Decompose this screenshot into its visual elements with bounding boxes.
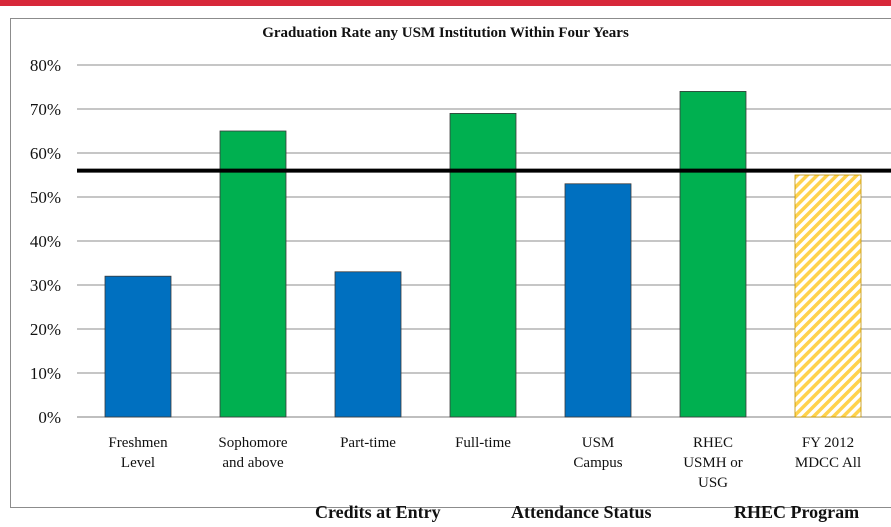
category-label: USG xyxy=(698,475,728,491)
category-labels: Freshmen Level Sophomore and above Part-time… xyxy=(108,435,861,491)
y-tick-labels: 0% 10% 20% 30% 40% 50% 60% 70% 80% xyxy=(30,56,61,427)
category-label: USMH or xyxy=(683,455,743,471)
group-label-credits: Credits at Entry xyxy=(315,502,441,522)
y-tick-label: 30% xyxy=(30,276,61,295)
y-tick-label: 0% xyxy=(38,408,61,427)
group-label-attendance: Attendance Status xyxy=(511,502,652,522)
bar xyxy=(219,130,287,418)
bar xyxy=(334,271,402,418)
category-label: Part-time xyxy=(340,435,396,451)
bar xyxy=(679,91,747,418)
y-tick-label: 60% xyxy=(30,144,61,163)
y-tick-label: 20% xyxy=(30,320,61,339)
category-label: Level xyxy=(121,455,155,471)
chart-frame xyxy=(10,18,891,508)
category-label: FY 2012 xyxy=(802,435,854,451)
bars xyxy=(104,91,862,418)
chart-title: Graduation Rate any USM Institution With… xyxy=(262,25,629,41)
group-label-rhec: RHEC Program xyxy=(734,502,860,522)
category-label: USM xyxy=(582,435,615,451)
y-tick-label: 70% xyxy=(30,100,61,119)
category-label: Campus xyxy=(573,455,622,471)
category-label: Sophomore xyxy=(218,435,288,451)
bar xyxy=(104,275,172,418)
y-tick-label: 50% xyxy=(30,188,61,207)
bar xyxy=(564,183,632,418)
category-label: and above xyxy=(222,455,284,471)
y-tick-label: 10% xyxy=(30,364,61,383)
y-tick-label: 40% xyxy=(30,232,61,251)
bar xyxy=(794,174,862,418)
category-label: Full-time xyxy=(455,435,511,451)
bar xyxy=(449,113,517,418)
y-tick-label: 80% xyxy=(30,56,61,75)
category-label: MDCC All xyxy=(795,455,861,471)
top-accent-bar xyxy=(0,0,891,6)
category-label: RHEC xyxy=(693,435,733,451)
category-label: Freshmen xyxy=(108,435,168,451)
